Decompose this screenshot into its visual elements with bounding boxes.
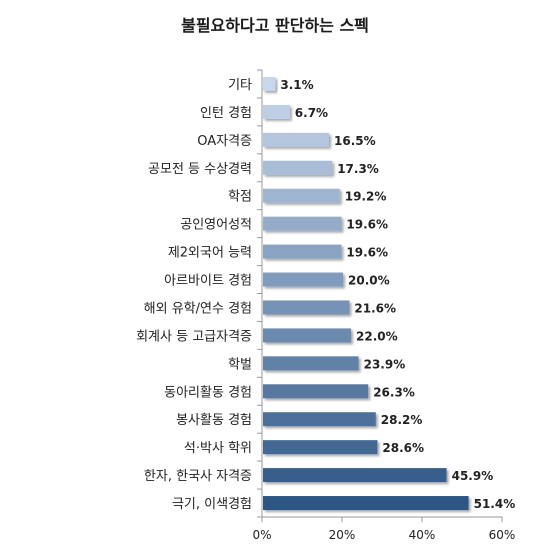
value-label: 19.6% bbox=[346, 246, 388, 260]
bar bbox=[263, 384, 369, 399]
x-tick-label: 0% bbox=[252, 528, 271, 542]
chart-title: 불필요하다고 판단하는 스펙 bbox=[181, 16, 369, 35]
value-label: 28.2% bbox=[381, 413, 423, 427]
bar bbox=[263, 412, 376, 427]
value-label: 20.0% bbox=[348, 274, 390, 288]
bar bbox=[263, 160, 333, 175]
value-label: 26.3% bbox=[373, 385, 415, 399]
bar bbox=[263, 188, 340, 203]
category-label: 인턴 경험 bbox=[200, 106, 252, 121]
value-label: 23.9% bbox=[364, 357, 406, 371]
category-label: 공모전 등 수상경력 bbox=[148, 162, 252, 177]
category-label: 봉사활동 경험 bbox=[176, 413, 252, 428]
bar bbox=[263, 356, 359, 371]
category-label: 동아리활동 경험 bbox=[164, 385, 252, 400]
category-label: 한자, 한국사 자격증 bbox=[144, 469, 252, 484]
bar bbox=[263, 272, 343, 287]
category-label: 극기, 이색경험 bbox=[172, 497, 252, 512]
bar bbox=[263, 496, 469, 511]
bar bbox=[263, 244, 342, 259]
category-label: 학벌 bbox=[228, 357, 252, 372]
category-label: 제2외국어 능력 bbox=[168, 246, 252, 261]
value-label: 19.2% bbox=[345, 190, 387, 204]
bar bbox=[263, 468, 447, 483]
category-label: 아르바이트 경험 bbox=[164, 274, 252, 289]
bar bbox=[263, 300, 350, 315]
bar bbox=[263, 76, 276, 91]
category-label: 석·박사 학위 bbox=[184, 441, 252, 456]
bar bbox=[263, 216, 342, 231]
value-label: 45.9% bbox=[452, 469, 494, 483]
x-tick-label: 20% bbox=[329, 528, 356, 542]
category-label: 기타 bbox=[228, 78, 252, 93]
category-label: 학점 bbox=[228, 190, 252, 205]
value-label: 3.1% bbox=[280, 78, 313, 92]
x-tick-label: 40% bbox=[409, 528, 436, 542]
bar bbox=[263, 132, 329, 147]
bar bbox=[263, 328, 351, 343]
category-label: 회계사 등 고급자격증 bbox=[136, 329, 252, 344]
bar bbox=[263, 104, 290, 119]
value-label: 28.6% bbox=[382, 441, 424, 455]
value-label: 51.4% bbox=[474, 497, 516, 511]
category-label: 해외 유학/연수 경험 bbox=[144, 301, 252, 316]
value-label: 19.6% bbox=[346, 218, 388, 232]
x-tick-label: 60% bbox=[489, 528, 516, 542]
value-label: 22.0% bbox=[356, 329, 398, 343]
category-label: OA자격증 bbox=[197, 134, 252, 149]
value-label: 6.7% bbox=[295, 106, 328, 120]
category-label: 공인영어성적 bbox=[180, 218, 252, 233]
bar bbox=[263, 440, 378, 455]
value-label: 16.5% bbox=[334, 134, 376, 148]
value-label: 17.3% bbox=[337, 162, 379, 176]
value-label: 21.6% bbox=[354, 301, 396, 315]
